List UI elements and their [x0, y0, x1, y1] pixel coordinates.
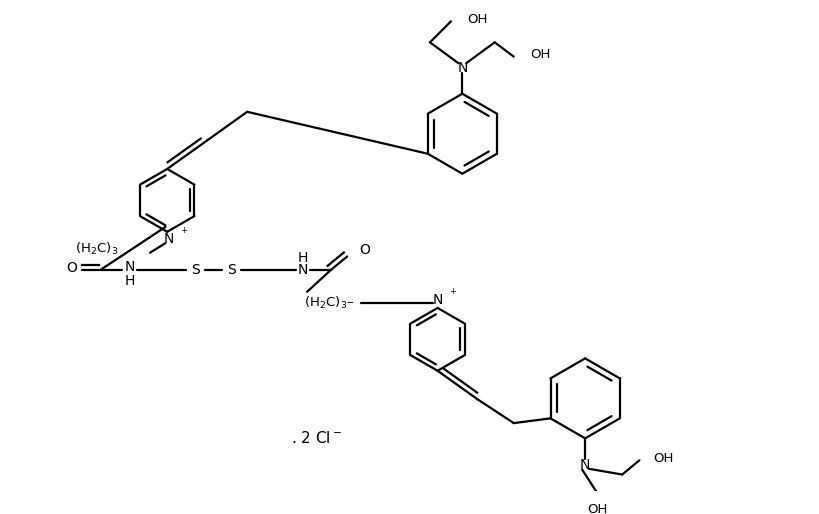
Text: S: S: [192, 263, 200, 277]
Text: N: N: [457, 61, 468, 75]
Text: N: N: [580, 458, 590, 472]
Text: O: O: [360, 243, 370, 257]
Text: OH: OH: [654, 452, 674, 465]
Text: $^+$: $^+$: [179, 226, 189, 239]
Text: H: H: [297, 251, 308, 265]
Text: OH: OH: [530, 48, 550, 61]
Text: OH: OH: [587, 503, 608, 514]
Text: $^+$: $^+$: [448, 287, 458, 300]
Text: N: N: [164, 232, 174, 246]
Text: N: N: [297, 263, 308, 277]
Text: (H$_2$C)$_3$–: (H$_2$C)$_3$–: [305, 295, 355, 311]
Text: OH: OH: [467, 13, 487, 26]
Text: N: N: [432, 293, 443, 307]
Text: S: S: [228, 263, 237, 277]
Text: H: H: [125, 274, 135, 288]
Text: (H$_2$C)$_3$: (H$_2$C)$_3$: [75, 241, 118, 257]
Text: N: N: [125, 260, 135, 274]
Text: . 2 Cl$^-$: . 2 Cl$^-$: [291, 430, 342, 446]
Text: O: O: [66, 261, 78, 275]
